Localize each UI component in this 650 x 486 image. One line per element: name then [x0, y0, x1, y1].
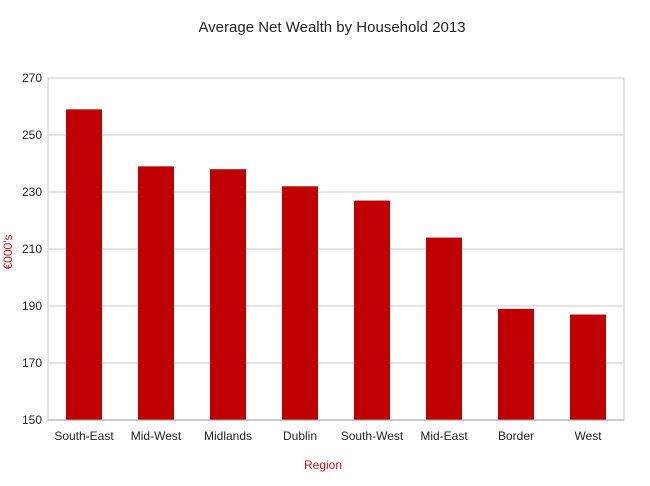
bar-mid-east [426, 237, 462, 420]
x-axis-label: Region [304, 458, 342, 472]
y-tick-label: 190 [22, 299, 42, 313]
y-tick-labels: 150 170 190 210 230 250 270 [22, 71, 42, 427]
grid-lines [48, 77, 624, 364]
chart-title: Average Net Wealth by Household 2013 [198, 19, 465, 36]
y-tick-label: 210 [22, 242, 42, 256]
x-tick-label: Mid-West [131, 429, 182, 443]
x-tick-label: South-East [54, 429, 114, 443]
x-tick-label: Dublin [283, 429, 317, 443]
x-tick-label: Border [498, 429, 534, 443]
x-tick-labels: South-East Mid-West Midlands Dublin South-We… [54, 429, 602, 443]
bar-west [570, 314, 606, 420]
bar-mid-west [138, 166, 174, 420]
y-tick-label: 150 [22, 413, 42, 427]
x-tick-label: Mid-East [420, 429, 468, 443]
bar-midlands [210, 169, 246, 420]
bar-south-east [66, 109, 102, 420]
x-tick-label: South-West [341, 429, 404, 443]
bar-border [498, 308, 534, 420]
y-tick-label: 250 [22, 128, 42, 142]
bar-south-west [354, 200, 390, 420]
y-axis-label: €000's [1, 235, 15, 270]
y-tick-label: 170 [22, 356, 42, 370]
y-tick-label: 270 [22, 71, 42, 85]
bar-dublin [282, 186, 318, 420]
y-tick-label: 230 [22, 185, 42, 199]
x-tick-label: Midlands [204, 429, 252, 443]
bars [66, 109, 606, 420]
x-tick-label: West [574, 429, 602, 443]
